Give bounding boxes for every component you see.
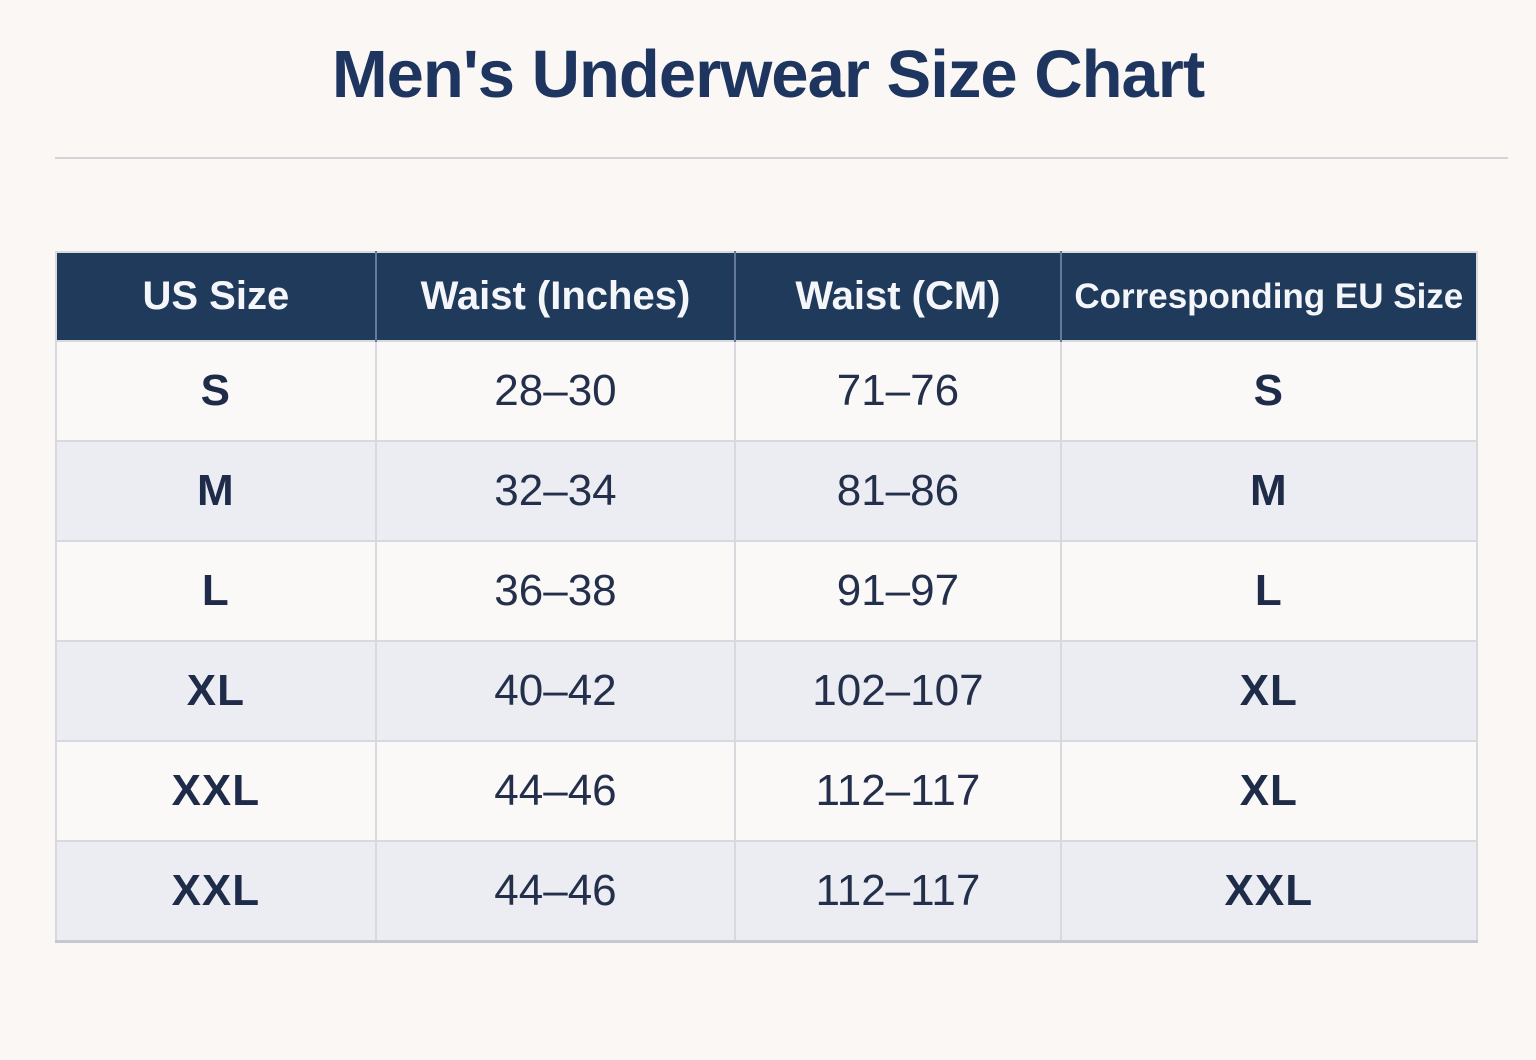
eu-size-cell: L (1059, 540, 1479, 642)
title-divider (55, 157, 1508, 159)
table-header: US Size Waist (Inches) Waist (CM) Corres… (56, 252, 1477, 341)
column-header-us-size: US Size (56, 252, 377, 341)
size-chart-table: US Size Waist (Inches) Waist (CM) Corres… (55, 251, 1479, 943)
table-row: M 32–34 81–86 M (55, 440, 1479, 542)
waist-cm-cell: 112–117 (734, 840, 1062, 943)
waist-cm-cell: 71–76 (734, 340, 1062, 442)
eu-size-cell: S (1059, 340, 1479, 442)
page-title: Men's Underwear Size Chart (331, 37, 1205, 112)
waist-inches-cell: 40–42 (374, 640, 737, 742)
table-body: S 28–30 71–76 S M 32–34 81–86 M L 36–38 … (55, 340, 1479, 943)
waist-cm-cell: 91–97 (734, 540, 1062, 642)
us-size-cell: XXL (55, 740, 377, 842)
waist-cm-cell: 81–86 (734, 440, 1062, 542)
waist-inches-cell: 44–46 (374, 740, 737, 842)
table-row: XXL 44–46 112–117 XL (55, 740, 1479, 842)
column-header-waist-cm: Waist (CM) (735, 252, 1062, 341)
us-size-cell: XL (55, 640, 377, 742)
column-header-eu-size: Corresponding EU Size (1060, 252, 1477, 341)
table-row: S 28–30 71–76 S (55, 340, 1479, 442)
eu-size-cell: XL (1059, 640, 1479, 742)
waist-inches-cell: 28–30 (374, 340, 737, 442)
us-size-cell: XXL (55, 840, 377, 943)
eu-size-cell: XXL (1059, 840, 1479, 943)
waist-cm-cell: 112–117 (734, 740, 1062, 842)
waist-inches-cell: 36–38 (374, 540, 737, 642)
waist-inches-cell: 44–46 (374, 840, 737, 943)
table-row: L 36–38 91–97 L (55, 540, 1479, 642)
eu-size-cell: XL (1059, 740, 1479, 842)
column-header-waist-inches: Waist (Inches) (375, 252, 737, 341)
header-row: US Size Waist (Inches) Waist (CM) Corres… (56, 252, 1477, 341)
table-row: XXL 44–46 112–117 XXL (55, 840, 1479, 943)
us-size-cell: S (55, 340, 377, 442)
us-size-cell: L (55, 540, 377, 642)
eu-size-cell: M (1059, 440, 1479, 542)
waist-inches-cell: 32–34 (374, 440, 737, 542)
waist-cm-cell: 102–107 (734, 640, 1062, 742)
table-row: XL 40–42 102–107 XL (55, 640, 1479, 742)
us-size-cell: M (55, 440, 377, 542)
